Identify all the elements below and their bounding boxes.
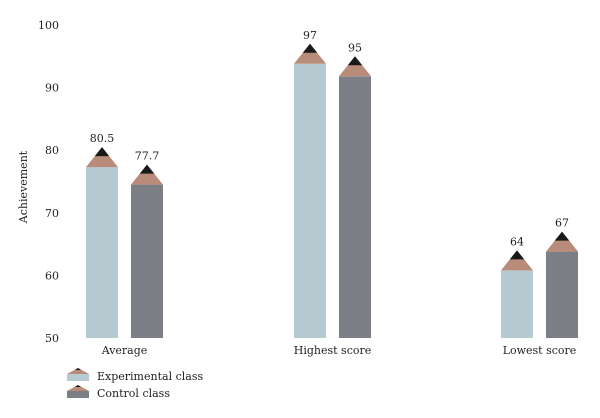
legend-swatch	[67, 374, 89, 381]
data-label: 97	[303, 29, 317, 42]
bar-point	[348, 56, 362, 65]
y-tick-label: 80	[45, 144, 59, 157]
y-axis-label: Achievement	[17, 150, 30, 224]
bar-experimental-1: 97	[294, 29, 326, 338]
data-label: 80.5	[90, 132, 115, 145]
legend-swatch-point	[75, 368, 81, 370]
bar-point	[555, 232, 569, 241]
bar-point	[95, 147, 109, 156]
bar-point	[510, 250, 524, 259]
x-tick-label: Average	[101, 344, 148, 357]
bar-control-1: 95	[339, 41, 371, 338]
bar-body	[501, 270, 533, 338]
bar-body	[339, 76, 371, 338]
y-tick-label: 50	[45, 332, 59, 345]
bar-body	[294, 64, 326, 338]
y-tick-label: 100	[38, 19, 59, 32]
legend-label: Experimental class	[97, 370, 203, 383]
legend-item-experimental: Experimental class	[67, 368, 203, 383]
bar-body	[131, 185, 163, 338]
bar-experimental-0: 80.5	[86, 132, 118, 338]
bar-experimental-2: 64	[501, 235, 533, 338]
y-tick-label: 60	[45, 269, 59, 282]
legend-label: Control class	[97, 387, 170, 400]
x-axis-labels: Average Highest score Lowest score	[101, 344, 577, 357]
legend-item-control: Control class	[67, 385, 170, 400]
bar-control-2: 67	[546, 217, 578, 338]
y-tick-label: 90	[45, 82, 59, 95]
legend-swatch-point	[75, 385, 81, 387]
data-label: 95	[348, 41, 362, 54]
bars: 80.5 97 64 77.7 95 67	[86, 29, 578, 338]
y-tick-label: 70	[45, 207, 59, 220]
bar-point	[140, 165, 154, 174]
x-tick-label: Lowest score	[503, 344, 577, 357]
x-tick-label: Highest score	[294, 344, 372, 357]
legend-swatch	[67, 391, 89, 398]
y-axis: 50 60 70 80 90 100	[38, 19, 59, 345]
legend: Experimental class Control class	[67, 368, 203, 400]
data-label: 77.7	[135, 150, 160, 163]
bar-body	[86, 167, 118, 338]
data-label: 64	[510, 235, 524, 248]
bar-body	[546, 252, 578, 338]
data-label: 67	[555, 217, 569, 230]
bar-control-0: 77.7	[131, 150, 163, 338]
bar-point	[303, 44, 317, 53]
